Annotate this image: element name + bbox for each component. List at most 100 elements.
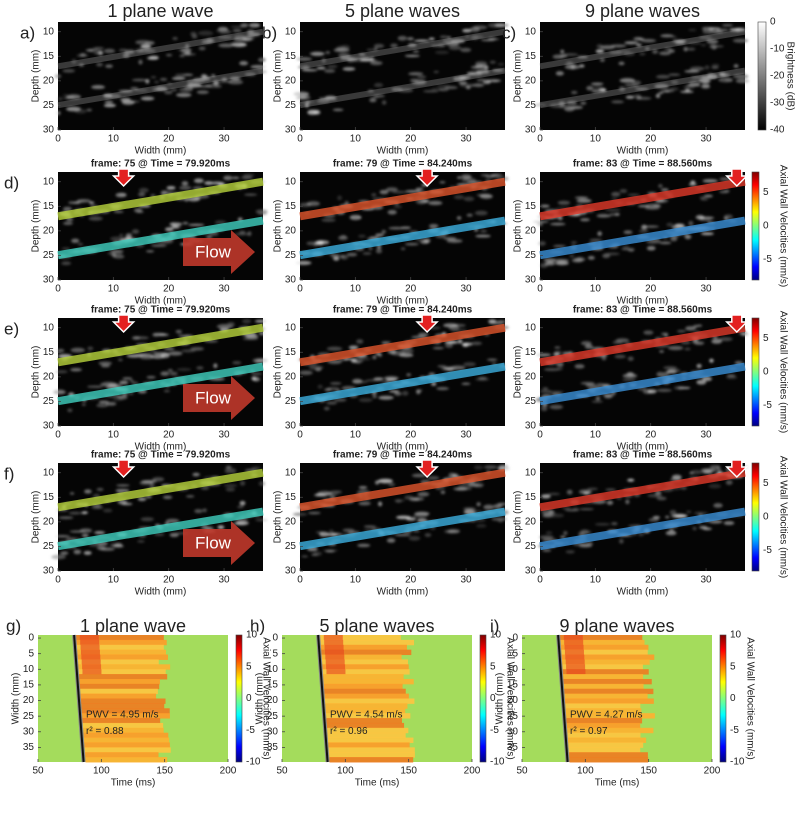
x-axis-label: Width (mm) xyxy=(135,587,187,598)
speckle-dot xyxy=(113,254,125,259)
speckle-dot xyxy=(135,40,151,45)
speckle-dot xyxy=(419,199,426,204)
speckle-dot xyxy=(128,392,134,395)
panel-label: e) xyxy=(4,319,19,338)
speckle-dot xyxy=(684,347,691,351)
speckle-dot xyxy=(627,193,640,196)
velocity-stripe xyxy=(327,737,414,743)
colorbar-tick-label: 10 xyxy=(246,630,258,641)
speckle-dot xyxy=(152,332,167,337)
wave-arrow xyxy=(111,314,136,334)
x-axis-label: Time (ms) xyxy=(355,778,400,789)
speckle-dot xyxy=(56,348,65,353)
speckle-dot xyxy=(427,475,440,480)
speckle-dot xyxy=(70,347,86,353)
peak-stripe xyxy=(79,635,99,641)
speckle-dot xyxy=(667,530,676,535)
velocity-stripe xyxy=(322,664,409,670)
speckle-dot xyxy=(140,356,153,360)
y-axis-label: Depth (mm) xyxy=(513,50,524,103)
frame-title: frame: 79 @ Time = 84.240ms xyxy=(333,450,473,461)
x-tick-label: 0 xyxy=(55,575,61,586)
speckle-dot xyxy=(456,216,462,220)
speckle-dot xyxy=(688,220,694,226)
y-tick-label: 10 xyxy=(285,26,297,37)
speckle-dot xyxy=(484,65,489,71)
speckle-dot xyxy=(381,100,387,105)
speckle-dot xyxy=(137,540,145,543)
colorbar xyxy=(751,171,760,281)
speckle-dot xyxy=(589,238,603,242)
speckle-dot xyxy=(645,46,650,51)
x-axis-label: Width (mm) xyxy=(617,442,669,453)
speckle-dot xyxy=(605,208,621,212)
x-tick-label: 20 xyxy=(163,134,175,145)
speckle-dot xyxy=(192,77,209,81)
speckle-dot xyxy=(224,469,237,474)
speckle-dot xyxy=(533,220,549,223)
velocity-stripe xyxy=(565,708,642,714)
speckle-dot xyxy=(160,371,170,376)
speckle-dot xyxy=(618,86,626,92)
panel-title: 5 plane waves xyxy=(319,616,434,636)
speckle-dot xyxy=(413,513,428,519)
speckle-dot xyxy=(392,190,407,194)
y-tick-label: 20 xyxy=(525,517,537,528)
speckle-dot xyxy=(444,529,456,534)
speckle-dot xyxy=(416,389,421,395)
speckle-dot xyxy=(296,57,313,61)
speckle-dot xyxy=(474,210,488,216)
speckle-dot xyxy=(175,92,192,98)
speckle-dot xyxy=(358,397,373,403)
speckle-dot xyxy=(145,250,155,253)
speckle-dot xyxy=(638,229,649,233)
speckle-dot xyxy=(627,356,634,361)
velocity-stripe xyxy=(565,703,641,709)
y-tick-label: 5 xyxy=(272,648,278,659)
y-tick-label: 35 xyxy=(267,742,279,753)
speckle-dot xyxy=(62,221,74,225)
speckle-dot xyxy=(424,533,432,537)
speckle-dot xyxy=(615,338,630,343)
pwv-annotation: PWV = 4.95 m/s xyxy=(86,710,159,721)
velocity-stripe xyxy=(85,752,159,758)
speckle-dot xyxy=(611,191,621,197)
speckle-dot xyxy=(688,182,697,187)
speckle-dot xyxy=(363,525,377,528)
speckle-dot xyxy=(497,320,507,323)
speckle-dot xyxy=(164,90,173,95)
speckle-dot xyxy=(623,52,635,56)
y-tick-label: 20 xyxy=(43,517,55,528)
speckle-dot xyxy=(645,203,662,209)
colorbar xyxy=(719,634,727,763)
vessel-wall xyxy=(57,177,264,221)
speckle-dot xyxy=(137,497,147,502)
speckle-dot xyxy=(93,47,104,50)
peak-stripe xyxy=(324,649,344,656)
x-tick-label: 0 xyxy=(537,575,543,586)
velocity-stripe xyxy=(83,737,170,743)
speckle-dot xyxy=(604,252,620,256)
speckle-dot xyxy=(98,400,110,403)
speckle-dot xyxy=(667,368,681,373)
speckle-dot xyxy=(549,103,565,108)
y-axis-label: Depth (mm) xyxy=(31,346,42,399)
speckle-dot xyxy=(576,198,592,203)
speckle-dot xyxy=(54,370,68,374)
speckle-dot xyxy=(228,79,244,85)
panel-label: i) xyxy=(490,616,499,635)
panel-label: b) xyxy=(262,23,277,42)
speckle-dot xyxy=(489,358,497,362)
speckle-dot xyxy=(609,212,618,216)
speckle-dot xyxy=(700,198,709,201)
speckle-dot xyxy=(190,31,197,37)
x-tick-label: 10 xyxy=(590,134,602,145)
flow-label: Flow xyxy=(195,242,232,261)
speckle-dot xyxy=(585,383,597,387)
y-tick-label: 10 xyxy=(525,176,537,187)
speckle-dot xyxy=(659,51,671,56)
panel-label: f) xyxy=(4,464,14,483)
colorbar-tick-label: -5 xyxy=(730,725,739,736)
x-tick-label: 20 xyxy=(405,284,417,295)
speckle-dot xyxy=(470,341,483,346)
